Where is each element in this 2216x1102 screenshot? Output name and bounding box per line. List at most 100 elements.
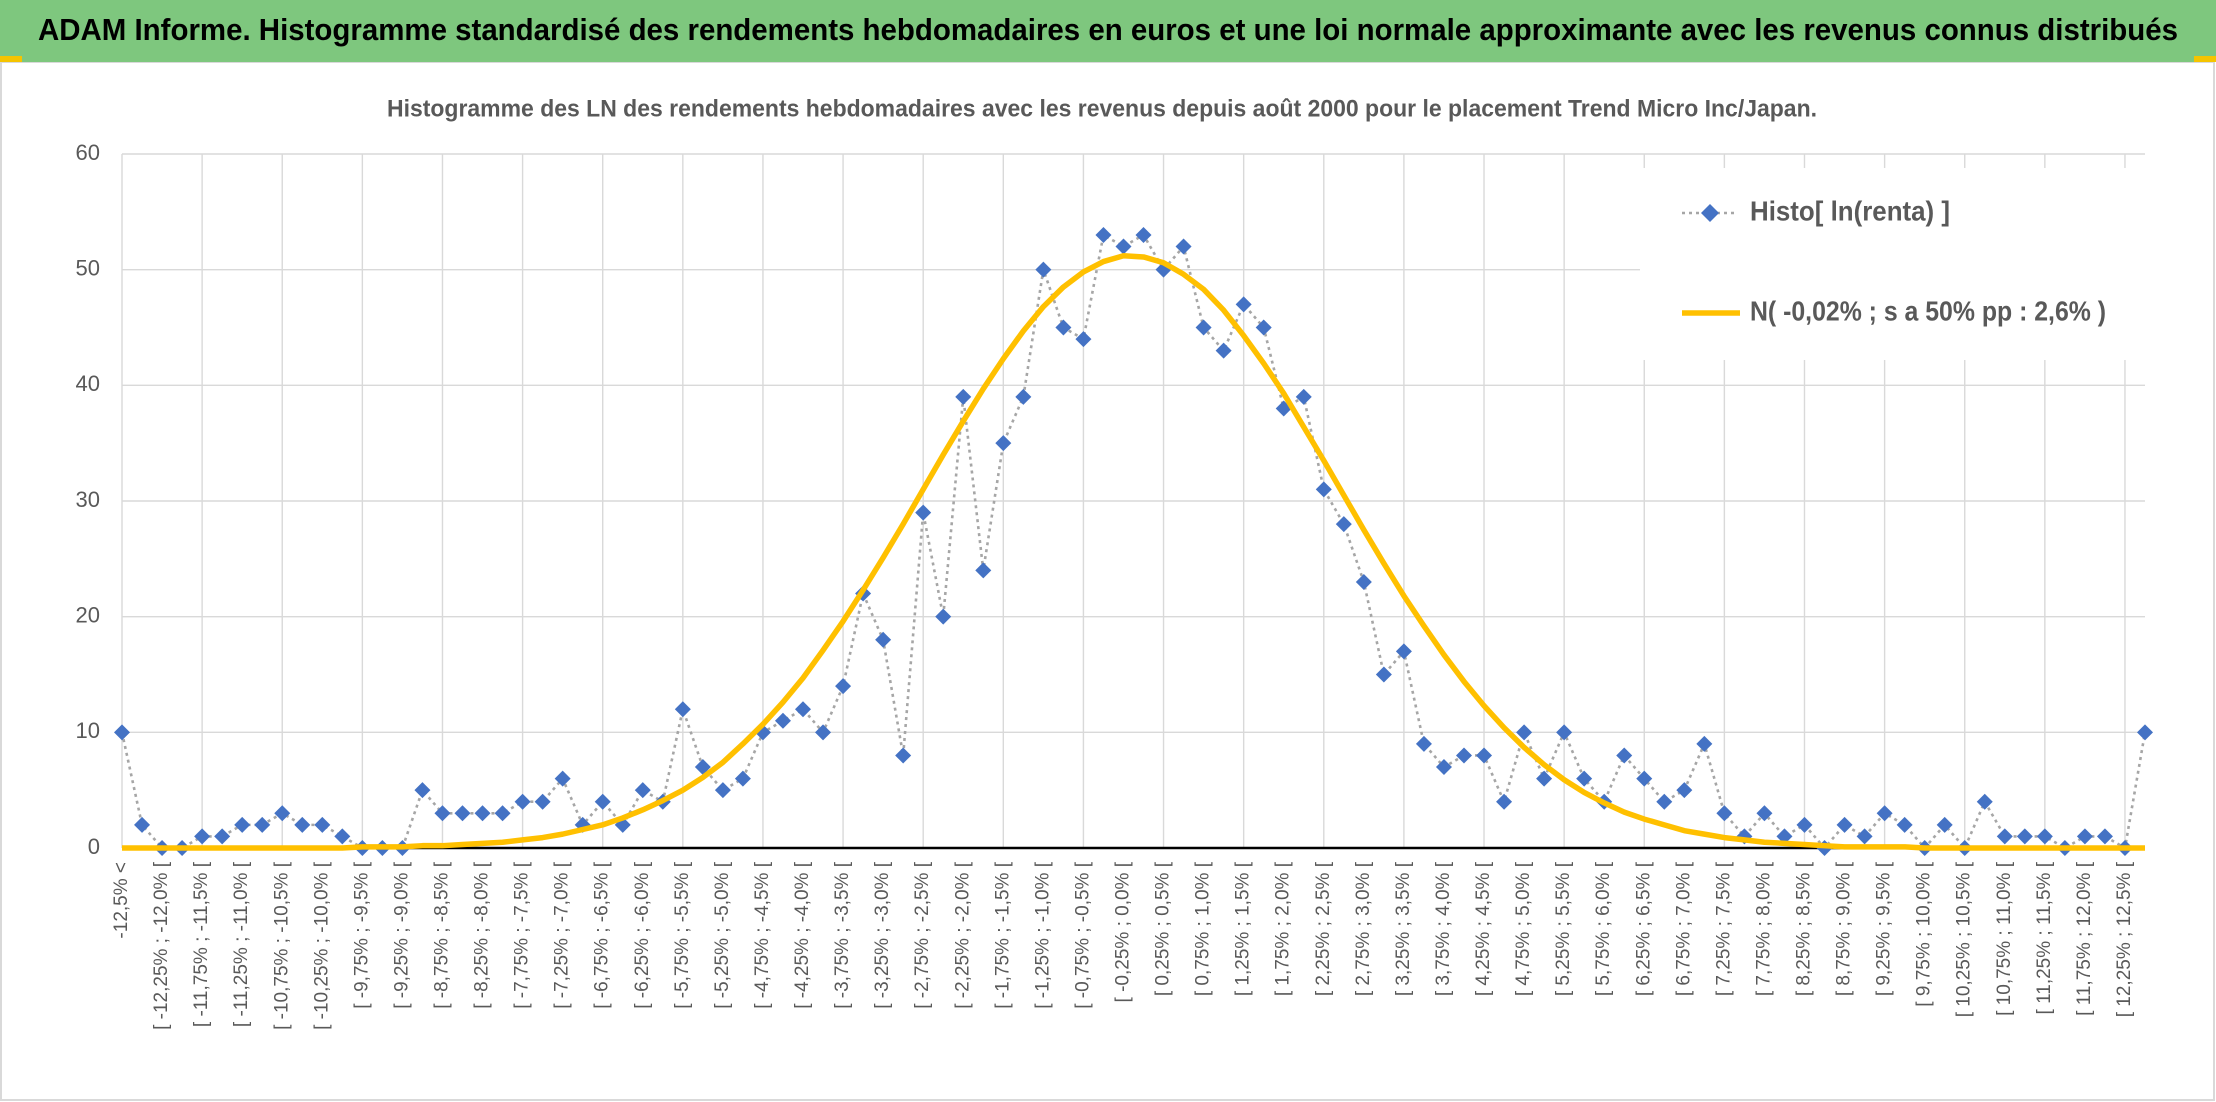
header-band (0, 0, 2216, 62)
y-tick-label: 50 (76, 255, 100, 280)
data-point (1015, 388, 1032, 405)
x-tick-label: [ 2,75% ; 3,0% [ (1353, 861, 1374, 996)
x-tick-label: [ 6,25% ; 6,5% [ (1633, 861, 1654, 996)
x-tick-label: [ -2,25% ; -2,0% [ (952, 861, 973, 1009)
x-tick-label: [ -5,25% ; -5,0% [ (712, 861, 733, 1009)
chart-title: Histogramme des LN des rendements hebdom… (387, 95, 1817, 122)
legend-marker (1701, 204, 1719, 222)
data-point (194, 828, 211, 845)
data-point (1496, 793, 1513, 810)
data-point (1415, 735, 1432, 752)
data-point (514, 793, 531, 810)
data-point (1455, 747, 1472, 764)
legend-label: N( -0,02% ; s a 50% pp : 2,6% ) (1750, 295, 2106, 326)
x-tick-label: [ -10,75% ; -10,5% [ (271, 861, 292, 1030)
x-tick-label: [ -9,25% ; -9,0% [ (391, 861, 412, 1009)
data-point (1476, 747, 1493, 764)
data-point (1335, 516, 1352, 533)
data-point (1075, 331, 1092, 348)
x-tick-label: [ -1,25% ; -1,0% [ (1032, 861, 1053, 1009)
x-tick-label: [ -11,25% ; -11,0% [ (231, 861, 252, 1027)
legend-label: Histo[ ln(renta) ] (1750, 195, 1950, 226)
x-tick-label: [ 7,25% ; 7,5% [ (1713, 861, 1734, 996)
data-point (795, 701, 812, 718)
header-corner (2194, 56, 2216, 62)
data-point (1656, 793, 1673, 810)
data-point (1435, 759, 1452, 776)
header-title: ADAM Informe. Histogramme standardisé de… (38, 12, 2178, 47)
data-point (2036, 828, 2053, 845)
x-tick-label: [ 6,75% ; 7,0% [ (1673, 861, 1694, 996)
data-point (1716, 805, 1733, 822)
data-point (1636, 770, 1653, 787)
plot (114, 226, 2153, 856)
data-point (1195, 319, 1212, 336)
data-point (314, 816, 331, 833)
grid (121, 153, 2145, 850)
data-point (1616, 747, 1633, 764)
x-tick-label: [ -0,75% ; -0,5% [ (1072, 861, 1093, 1009)
x-tick-label: [ -0,25% ; 0,0% [ (1113, 861, 1134, 1002)
data-point (114, 724, 130, 741)
x-tick-label: [ -1,75% ; -1,5% [ (992, 861, 1013, 1009)
x-tick-label: [ -12,25% ; -12,0% [ (151, 861, 172, 1030)
x-tick-label: [ -5,75% ; -5,5% [ (672, 861, 693, 1009)
data-point (1235, 296, 1252, 313)
header-corner (0, 56, 22, 62)
x-tick-label: [ -2,75% ; -2,5% [ (912, 861, 933, 1009)
x-tick-label: [ 3,75% ; 4,0% [ (1433, 861, 1454, 996)
data-point (1856, 828, 1873, 845)
data-point (1355, 573, 1372, 590)
data-point (734, 770, 751, 787)
data-point (2076, 828, 2093, 845)
x-tick-label: [ 8,25% ; 8,5% [ (1794, 861, 1815, 996)
data-point (334, 828, 351, 845)
data-point (254, 816, 271, 833)
y-tick-label: 0 (88, 834, 100, 859)
data-point (955, 388, 972, 405)
x-tick-label: [ 10,75% ; 11,0% [ (1994, 861, 2015, 1016)
data-point (134, 816, 151, 833)
data-point (815, 724, 832, 741)
data-point (294, 816, 311, 833)
data-point (1756, 805, 1773, 822)
x-tick-label: [ 9,75% ; 10,0% [ (1914, 861, 1935, 1006)
data-point (1516, 724, 1533, 741)
data-point (875, 631, 892, 648)
data-point (1295, 388, 1312, 405)
data-point (554, 770, 571, 787)
x-tick-label: [ -7,75% ; -7,5% [ (512, 861, 533, 1009)
x-tick-label: [ -3,75% ; -3,5% [ (832, 861, 853, 1009)
data-point (1876, 805, 1893, 822)
x-tick-label: [ -9,75% ; -9,5% [ (351, 861, 372, 1009)
x-tick-label: [ 10,25% ; 10,5% [ (1954, 861, 1975, 1017)
data-point (1836, 816, 1853, 833)
data-point (414, 782, 431, 799)
x-tick-label: [ 3,25% ; 3,5% [ (1393, 861, 1414, 996)
data-point (1095, 226, 1112, 243)
x-tick-label: [ -4,25% ; -4,0% [ (792, 861, 813, 1009)
data-point (1215, 342, 1232, 359)
data-point (634, 782, 651, 799)
normal-curve (122, 253, 2145, 851)
x-tick-label: [ -8,25% ; -8,0% [ (472, 861, 493, 1009)
data-point (2137, 724, 2153, 741)
x-tick-label: [ -3,25% ; -3,0% [ (872, 861, 893, 1009)
y-tick-label: 60 (76, 140, 100, 165)
x-tick-label: [ 2,25% ; 2,5% [ (1313, 861, 1334, 996)
data-point (474, 805, 491, 822)
data-point (434, 805, 451, 822)
y-tick-label: 30 (76, 487, 100, 512)
x-tick-label: [ -6,75% ; -6,5% [ (592, 861, 613, 1009)
y-tick-label: 20 (76, 602, 100, 627)
data-point (895, 747, 912, 764)
axis-labels: 0 10 20 30 40 50 60 -12,5% < [ -12,25% ; -12,0% … (76, 140, 2135, 1030)
data-point (835, 678, 852, 695)
data-point (1255, 319, 1272, 336)
data-point (1315, 481, 1332, 498)
data-point (774, 712, 791, 729)
data-point (674, 701, 691, 718)
data-point (274, 805, 291, 822)
legend-box (1640, 168, 2145, 360)
x-tick-label: [ 7,75% ; 8,0% [ (1753, 861, 1774, 996)
